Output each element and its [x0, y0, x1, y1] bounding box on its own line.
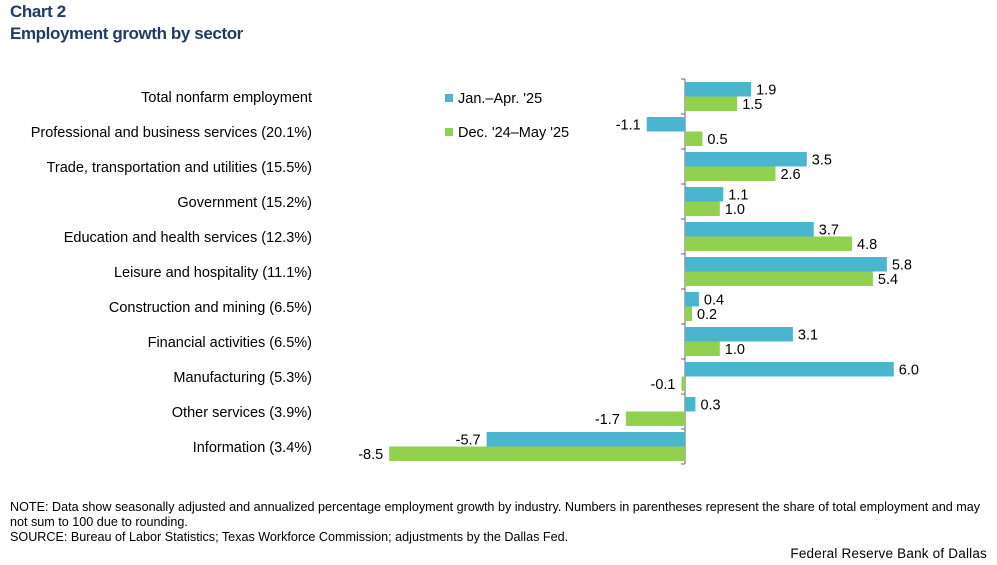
chart-notes: NOTE: Data show seasonally adjusted and … [10, 500, 985, 545]
value-label: 1.0 [725, 342, 745, 358]
bar-dec-may [625, 411, 685, 426]
category-label: Leisure and hospitality (11.1%) [114, 265, 312, 281]
bar-dec-may [685, 201, 720, 216]
value-label: 4.8 [857, 237, 877, 253]
value-label: 0.3 [700, 398, 720, 414]
value-label: 5.8 [892, 258, 912, 274]
axis-layer [681, 78, 686, 465]
value-label: 3.5 [812, 153, 832, 169]
value-label: 0.2 [697, 307, 717, 323]
value-label: 1.5 [742, 97, 762, 113]
bar-jan-apr [685, 292, 699, 307]
bar-dec-may [681, 376, 685, 391]
category-label: Other services (3.9%) [172, 405, 312, 421]
bar-dec-may [685, 96, 738, 111]
legend-label: Jan.–Apr. '25 [458, 91, 542, 107]
legend: Jan.–Apr. '25 Dec. '24–May '25 [445, 91, 569, 141]
value-label: 3.1 [798, 328, 818, 344]
bar-dec-may [685, 271, 873, 286]
category-label: Information (3.4%) [193, 440, 312, 456]
source-text: SOURCE: Bureau of Labor Statistics; Texa… [10, 530, 569, 544]
bar-jan-apr [685, 327, 793, 342]
value-label: 2.6 [780, 167, 800, 183]
bar-jan-apr [685, 187, 724, 202]
bar-dec-may [685, 131, 703, 146]
chart-title: Employment growth by sector [10, 24, 243, 43]
value-label: 1.0 [725, 202, 745, 218]
value-label: 6.0 [899, 363, 919, 379]
bar-jan-apr [685, 152, 807, 167]
category-label: Trade, transportation and utilities (15.… [47, 160, 312, 176]
value-label: 0.5 [707, 132, 727, 148]
bar-jan-apr [685, 222, 814, 237]
bar-dec-may [685, 166, 776, 181]
value-label: 3.7 [819, 223, 839, 239]
bar-dec-may [685, 341, 720, 356]
bars-layer [389, 82, 894, 461]
value-label: 1.9 [756, 83, 776, 99]
bar-chart: Total nonfarm employment Professional and… [31, 78, 919, 465]
category-label: Professional and business services (20.1… [31, 125, 312, 141]
legend-label: Dec. '24–May '25 [458, 125, 569, 141]
legend-swatch [445, 128, 453, 136]
value-label: -0.1 [651, 377, 676, 393]
bar-jan-apr [685, 362, 894, 377]
bar-dec-may [389, 446, 685, 461]
value-label: -1.1 [616, 118, 641, 134]
value-label: 0.4 [704, 293, 724, 309]
category-label: Manufacturing (5.3%) [173, 370, 312, 386]
bar-dec-may [685, 236, 853, 251]
bar-jan-apr [486, 432, 685, 447]
category-label: Financial activities (6.5%) [148, 335, 312, 351]
bar-jan-apr [685, 397, 696, 412]
value-label: -8.5 [358, 447, 383, 463]
value-label: 5.4 [878, 272, 898, 288]
category-label: Education and health services (12.3%) [64, 230, 312, 246]
value-label: -5.7 [456, 433, 481, 449]
chart-number: Chart 2 [10, 2, 66, 21]
category-label: Government (15.2%) [177, 195, 312, 211]
value-label: 1.1 [728, 188, 748, 204]
bar-jan-apr [646, 117, 685, 132]
brand-credit: Federal Reserve Bank of Dallas [790, 546, 987, 561]
bar-dec-may [685, 306, 692, 321]
bar-jan-apr [685, 82, 752, 97]
bar-jan-apr [685, 257, 887, 272]
note-text: NOTE: Data show seasonally adjusted and … [10, 500, 981, 529]
category-label: Total nonfarm employment [141, 90, 312, 106]
legend-swatch [445, 94, 453, 102]
category-label: Construction and mining (6.5%) [109, 300, 312, 316]
value-label: -1.7 [595, 412, 620, 428]
labels-layer: Total nonfarm employment Professional and… [31, 83, 919, 464]
